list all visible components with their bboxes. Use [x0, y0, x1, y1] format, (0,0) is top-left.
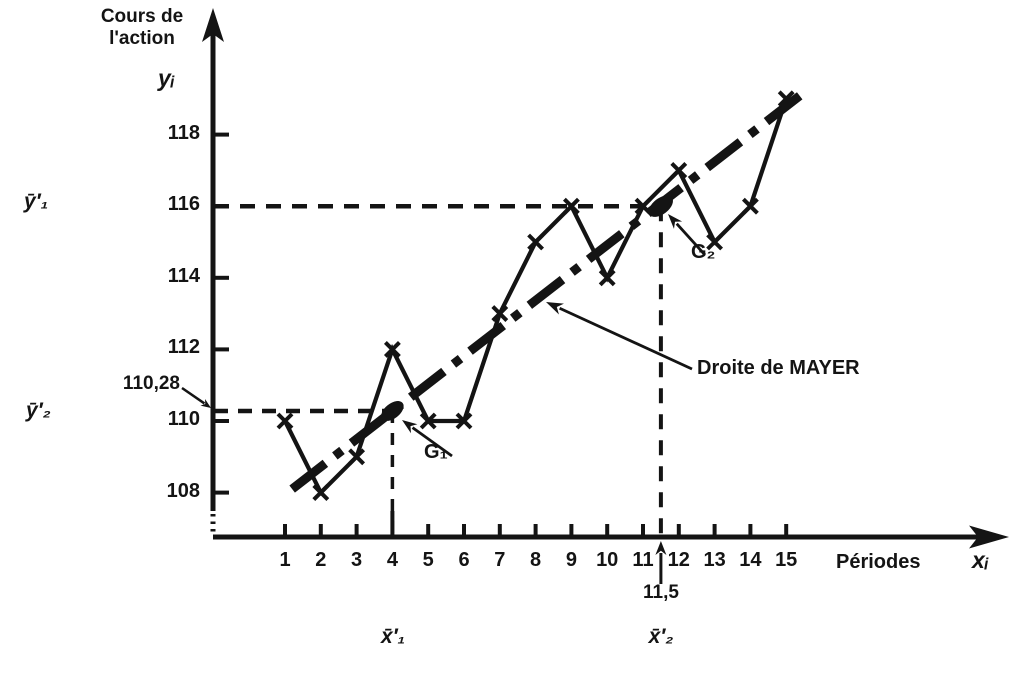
y-tick-label-118: 118 [167, 121, 200, 144]
y-bar-2-label: ȳ′₂ [26, 399, 51, 422]
x-tick-label-9: 9 [565, 549, 577, 571]
g1-y-value-arrow-head [200, 399, 211, 408]
x-bar-2-label: x̄′₂ [648, 625, 674, 648]
g1-y-value-label: 110,28 [122, 373, 180, 394]
mayer-label-arrow-head [546, 302, 564, 315]
g2-label-arrow-head [668, 214, 683, 229]
x-tick-label-15: 15 [775, 549, 798, 571]
x11-5-pointer-head [655, 541, 667, 555]
x-axis-title: Périodes [836, 551, 921, 573]
y-axis-symbol: yᵢ [158, 65, 175, 91]
data-point-marker-x4 [383, 340, 401, 358]
y-axis-title-line1: Cours de [100, 6, 184, 27]
y-axis-title-line2: l'action [109, 28, 175, 49]
mayer-trend-line [289, 91, 804, 493]
mayer-line-label: Droite de MAYER [697, 357, 860, 379]
x2-value-label: 11,5 [643, 582, 679, 603]
x-tick-label-2: 2 [315, 549, 327, 571]
data-point-marker-x14 [741, 197, 759, 215]
x-tick-label-4: 4 [386, 549, 398, 571]
data-point-marker-x1 [276, 412, 294, 430]
g1-y-value-arrow-shaft [181, 386, 206, 405]
x-tick-label-10: 10 [596, 549, 619, 571]
data-point-marker-x10 [598, 269, 616, 287]
y-tick-label-108: 108 [166, 479, 200, 502]
mayer-label-arrow-shaft [559, 306, 693, 371]
data-point-marker-x3 [348, 448, 366, 466]
x-tick-label-5: 5 [422, 549, 434, 571]
x-axis-symbol: xᵢ [972, 547, 989, 573]
data-point-marker-x2 [312, 484, 330, 502]
x-tick-label-1: 1 [279, 549, 291, 571]
y-axis-arrowhead [202, 8, 224, 42]
x-tick-label-11: 11 [632, 549, 654, 571]
data-point-marker-x5 [419, 412, 437, 430]
data-point-marker-x9 [562, 197, 580, 215]
x-axis-arrowhead [969, 525, 1009, 549]
data-point-marker-x7 [491, 305, 509, 323]
data-point-marker-x15 [777, 90, 795, 108]
g1-point-label: G₁ [424, 441, 448, 463]
x-tick-label-3: 3 [351, 549, 363, 571]
y-tick-label-114: 114 [167, 264, 200, 287]
data-point-marker-x6 [455, 412, 473, 430]
g2-point-label: G₂ [691, 241, 716, 263]
x-bar-1-label: x̄′₁ [380, 625, 406, 648]
data-point-marker-x8 [527, 233, 545, 251]
data-point-marker-x11 [634, 197, 652, 215]
x-tick-label-6: 6 [458, 549, 470, 571]
g1-label-arrow-head [402, 420, 418, 434]
x-tick-label-7: 7 [494, 549, 506, 571]
g2-mean-point [648, 195, 673, 217]
y-tick-label-110: 110 [167, 408, 200, 430]
g2-label-arrow-shaft [675, 222, 707, 256]
y-axis-title: Cours de l'action [84, 6, 200, 50]
x-tick-label-14: 14 [739, 549, 762, 571]
data-point-marker-x12 [670, 161, 688, 179]
y-bar-1-label: ȳ′₁ [24, 190, 49, 213]
x-tick-label-13: 13 [703, 549, 726, 571]
x-tick-label-8: 8 [530, 549, 542, 571]
data-point-marker-x13 [706, 233, 724, 251]
g1-mean-point [381, 401, 404, 421]
x-tick-label-12: 12 [667, 549, 690, 571]
g1-label-arrow-shaft [411, 426, 453, 458]
y-tick-label-112: 112 [167, 336, 200, 359]
y-tick-label-116: 116 [167, 193, 200, 216]
